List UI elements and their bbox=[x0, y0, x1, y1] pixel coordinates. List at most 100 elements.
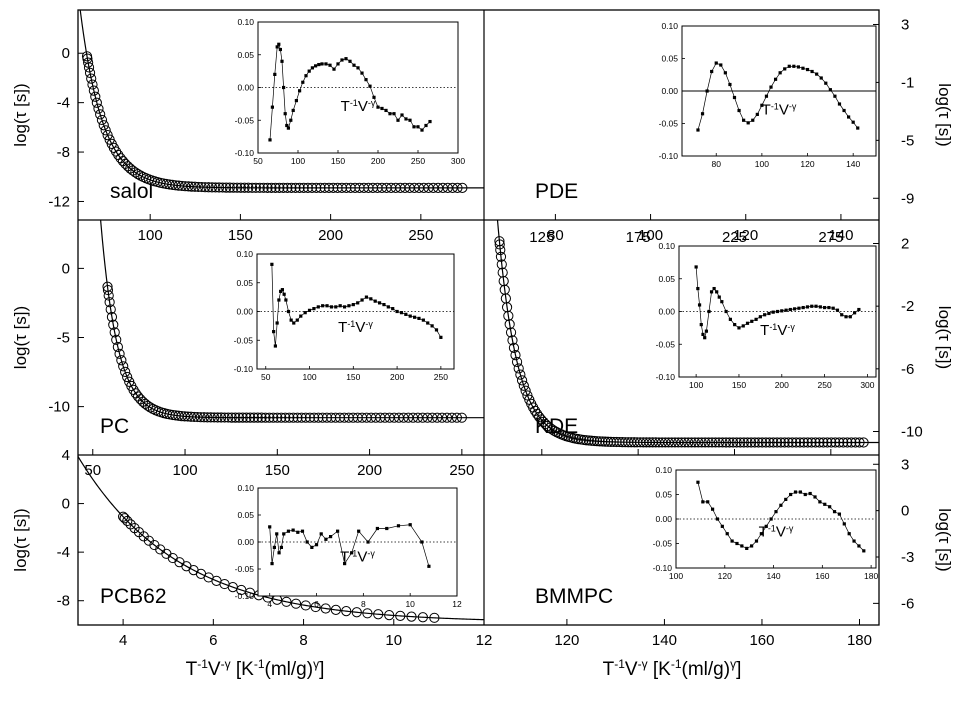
data-point bbox=[262, 182, 273, 193]
data-point bbox=[193, 181, 204, 193]
y-tick-label: 4 bbox=[62, 447, 70, 464]
inset-residual-point bbox=[746, 121, 750, 125]
inset-x-tick-label: 200 bbox=[371, 156, 385, 166]
inset-residual-point bbox=[750, 544, 754, 548]
y-tick-label: 2 bbox=[901, 236, 909, 253]
data-point bbox=[102, 284, 114, 296]
inset-residual-point bbox=[730, 539, 734, 543]
data-point bbox=[673, 684, 682, 693]
x-tick-label: 150 bbox=[228, 227, 253, 244]
y-tick-label: -8 bbox=[57, 593, 70, 610]
data-point bbox=[87, 79, 98, 90]
y-axis-title-right: log(τ [s]) bbox=[935, 306, 954, 369]
data-point bbox=[719, 684, 728, 693]
inset-y-tick-label: -0.10 bbox=[656, 372, 676, 382]
inset-residual-point bbox=[760, 103, 764, 107]
data-point bbox=[759, 228, 768, 237]
y-axis-title-left: log(τ [s]) bbox=[11, 508, 30, 571]
data-point bbox=[83, 57, 94, 68]
inset-residual-point bbox=[793, 490, 798, 494]
inset-residual-point bbox=[427, 564, 431, 568]
inset-residual-point bbox=[828, 505, 832, 509]
inset-residual-point bbox=[270, 105, 274, 109]
data-point bbox=[313, 412, 324, 423]
data-point bbox=[332, 182, 343, 193]
inset-residual-point bbox=[385, 526, 389, 531]
data-point bbox=[517, 684, 526, 693]
data-point bbox=[245, 412, 256, 423]
data-point bbox=[769, 684, 778, 693]
x-axis-title-BMMPC: T-1V-γ [K-1(ml/g)γ] bbox=[603, 657, 742, 680]
inset-x-tick-label: 150 bbox=[331, 156, 345, 166]
data-point bbox=[735, 684, 744, 693]
inset-residual-point bbox=[701, 500, 705, 504]
data-point bbox=[802, 437, 813, 448]
data-point bbox=[658, 684, 667, 693]
inset-residual-point bbox=[818, 305, 822, 309]
inset-residual-point bbox=[735, 541, 739, 546]
data-point bbox=[294, 182, 305, 193]
inset-y-tick-label: 0.00 bbox=[658, 307, 675, 317]
data-point bbox=[838, 437, 849, 448]
data-point bbox=[731, 437, 742, 448]
data-point bbox=[122, 515, 133, 527]
data-point bbox=[436, 412, 448, 423]
inset-residual-point bbox=[304, 74, 308, 78]
data-point bbox=[310, 601, 321, 613]
inset-axis-label: T-1V-γ bbox=[762, 101, 797, 118]
inset-residual-point bbox=[417, 316, 421, 320]
data-point bbox=[298, 182, 309, 193]
data-point bbox=[703, 684, 712, 693]
outer-frame bbox=[77, 9, 880, 626]
data-point bbox=[757, 437, 768, 448]
data-point bbox=[268, 412, 279, 423]
inset-residual-point bbox=[268, 138, 272, 142]
inset-residual-point bbox=[280, 59, 284, 63]
inset-residual-point bbox=[366, 540, 370, 544]
data-point bbox=[738, 437, 749, 448]
inset-x-tick-label: 120 bbox=[718, 571, 732, 581]
data-point bbox=[206, 182, 218, 193]
data-point bbox=[806, 437, 817, 448]
inset-residual-point bbox=[700, 112, 705, 116]
inset-residual-point bbox=[412, 125, 416, 129]
inset-residual-point bbox=[292, 321, 296, 325]
inset-residual-point bbox=[272, 545, 276, 549]
x-tick-label: 100 bbox=[138, 227, 163, 244]
data-point bbox=[406, 611, 417, 622]
inset-residual-point bbox=[298, 89, 302, 93]
data-point bbox=[427, 412, 438, 423]
data-point bbox=[503, 310, 514, 321]
inset-residual-point bbox=[324, 537, 328, 541]
inset-residual-point bbox=[699, 323, 703, 327]
data-point bbox=[858, 437, 869, 448]
data-point bbox=[608, 436, 619, 448]
data-point bbox=[457, 182, 468, 193]
data-point bbox=[210, 182, 221, 193]
data-point bbox=[666, 437, 677, 448]
data-point bbox=[679, 437, 690, 448]
data-point bbox=[513, 228, 522, 237]
y-tick-label: -12 bbox=[48, 193, 70, 210]
inset-x-tick-label: 50 bbox=[261, 372, 271, 382]
data-point bbox=[351, 607, 362, 618]
data-point bbox=[586, 228, 595, 237]
x-tick-label: 180 bbox=[847, 632, 872, 649]
sample-label: PDE bbox=[535, 180, 578, 203]
inset-y-tick-label: 0.00 bbox=[655, 514, 672, 524]
inset-y-tick-label: 0.00 bbox=[236, 307, 253, 317]
inset-y-tick-label: 0.00 bbox=[237, 537, 254, 547]
data-point bbox=[505, 327, 517, 338]
data-point bbox=[539, 684, 548, 693]
inset-residual-point bbox=[720, 300, 724, 304]
inset-residual-point bbox=[764, 524, 768, 528]
inset-y-tick-label: -0.05 bbox=[653, 539, 673, 549]
inset-residual-point bbox=[328, 63, 332, 67]
data-point bbox=[122, 371, 133, 383]
x-tick-label: 125 bbox=[529, 229, 554, 246]
inset-residual-point bbox=[798, 490, 802, 494]
data-point bbox=[232, 182, 243, 193]
data-point bbox=[103, 290, 114, 301]
inset-residual-point bbox=[862, 549, 866, 553]
inset-residual-point bbox=[724, 309, 728, 314]
